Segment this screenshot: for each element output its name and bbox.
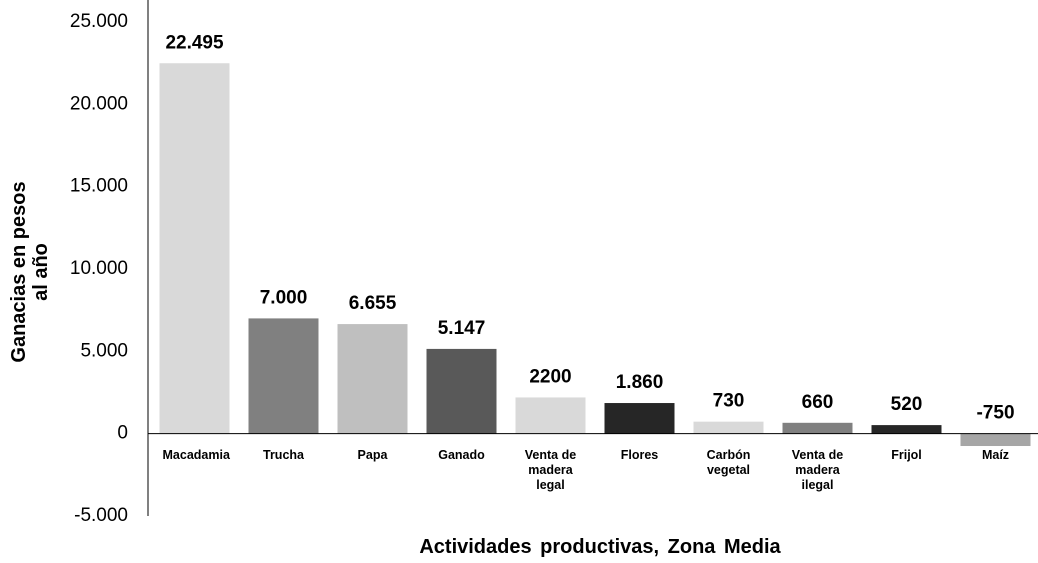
y-tick-label: 25.000 (70, 11, 128, 32)
bar (426, 348, 497, 434)
value-label: 7.000 (260, 287, 308, 308)
y-tick-label: 0 (117, 423, 128, 444)
y-tick-label: 10.000 (70, 258, 128, 279)
bar (604, 403, 675, 434)
bar (159, 63, 230, 434)
y-tick-label: -5.000 (74, 505, 128, 526)
bar (871, 425, 942, 434)
bar (693, 421, 764, 434)
x-tick-label: Carbón vegetal (706, 448, 751, 477)
bar (960, 433, 1031, 447)
y-tick-label: 5.000 (80, 340, 128, 361)
x-tick-label: Flores (620, 448, 659, 462)
value-label: 660 (802, 392, 834, 413)
bar (248, 318, 319, 434)
value-label: 2200 (529, 366, 571, 387)
x-tick-label: Ganado (438, 448, 485, 462)
y-axis-title: Ganacias en pesos al año (8, 181, 52, 363)
bar (337, 324, 408, 434)
x-tick-label: Frijol (891, 448, 922, 462)
x-tick-label: Venta de madera ilegal (791, 448, 844, 492)
y-tick-label: 15.000 (70, 176, 128, 197)
value-label: 520 (891, 394, 923, 415)
value-label: 6.655 (349, 293, 397, 314)
y-tick-label: 20.000 (70, 93, 128, 114)
value-label: -750 (976, 403, 1014, 424)
x-tick-label: Trucha (263, 448, 304, 462)
value-label: 22.495 (165, 32, 224, 53)
bar (782, 422, 853, 434)
x-tick-label: Maíz (981, 448, 1010, 462)
x-axis-title: Actividades productivas, Zona Media (419, 536, 781, 558)
value-label: 1.860 (616, 372, 664, 393)
value-label: 5.147 (438, 318, 486, 339)
value-label: 730 (713, 391, 745, 412)
x-tick-label: Papa (357, 448, 388, 462)
x-tick-label: Venta de madera legal (524, 448, 577, 492)
bar (515, 397, 586, 434)
x-tick-label: Macadamia (162, 448, 230, 462)
